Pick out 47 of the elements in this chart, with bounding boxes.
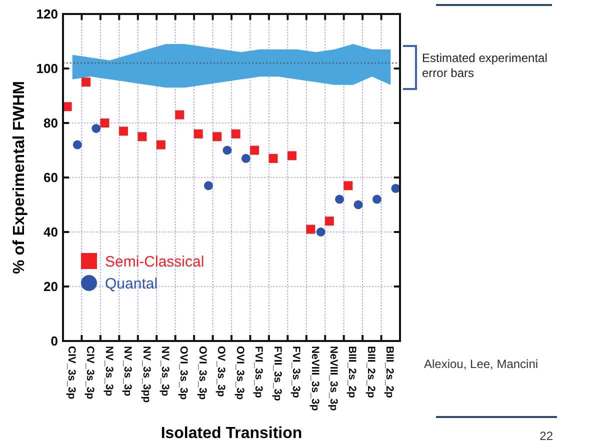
point xyxy=(212,132,222,142)
point xyxy=(100,118,110,128)
y-tick-label: 20 xyxy=(44,279,58,294)
x-tick-label: BIII_2s_2p xyxy=(346,346,358,398)
point xyxy=(268,154,278,163)
legend-label: Semi-Classical xyxy=(105,253,204,270)
x-tick-label: OV_3s_3p xyxy=(215,346,228,397)
point xyxy=(138,132,147,142)
y-tick-label: 40 xyxy=(44,224,58,240)
x-tick-label: NV_3s_3pp xyxy=(140,346,152,403)
x-tick-label: OVI_3s_3p xyxy=(234,346,246,400)
point xyxy=(344,181,353,190)
x-tick-label: CIV_3s_3p xyxy=(65,346,78,400)
x-tick-label: CIV_3s_3p xyxy=(84,346,96,400)
text: Alexiou, Lee, Mancini xyxy=(424,357,538,371)
point xyxy=(287,151,296,160)
x-tick-label: BIII_2s_2p xyxy=(384,346,396,398)
legend-label: Quantal xyxy=(105,275,158,292)
x-tick-label: OVI_3s_3p xyxy=(196,346,208,400)
x-tick-label: FVI_3s_3p xyxy=(290,346,302,398)
point xyxy=(175,110,184,120)
x-tick-label: OVI_3s_3p xyxy=(178,346,190,400)
point xyxy=(231,129,240,138)
text: Estimated experimental error bars xyxy=(422,51,548,80)
y-tick-label: 120 xyxy=(36,6,58,22)
y-tick-label: 100 xyxy=(36,61,58,76)
x-tick-label: NeVIII_3s_3p xyxy=(327,346,340,411)
point xyxy=(324,216,334,226)
point xyxy=(306,224,316,234)
x-tick-label: FVII_3s_3p xyxy=(271,346,284,401)
point xyxy=(118,126,128,136)
x-tick-label: NV_3s_3p xyxy=(158,346,171,396)
text: 22 xyxy=(540,429,554,443)
x-tick-label: FVI_3s_3p xyxy=(252,346,265,398)
point xyxy=(156,140,166,150)
y-tick-label: 60 xyxy=(44,170,58,186)
x-tick-label: BIII_2s_2p xyxy=(364,346,377,398)
x-tick-label: NV_3s_3p xyxy=(122,346,134,396)
point xyxy=(250,146,260,155)
point xyxy=(194,129,203,138)
y-tick-label: 80 xyxy=(44,116,58,131)
y-axis-title: % of Experimental FWHM xyxy=(11,81,28,274)
x-tick-label: NeVIII_3s_3p xyxy=(308,346,321,411)
point xyxy=(82,78,91,87)
y-tick-label: 0 xyxy=(50,334,58,349)
x-axis-title: Isolated Transition xyxy=(160,425,302,442)
x-tick-label: NV_3s_3p xyxy=(102,346,115,396)
